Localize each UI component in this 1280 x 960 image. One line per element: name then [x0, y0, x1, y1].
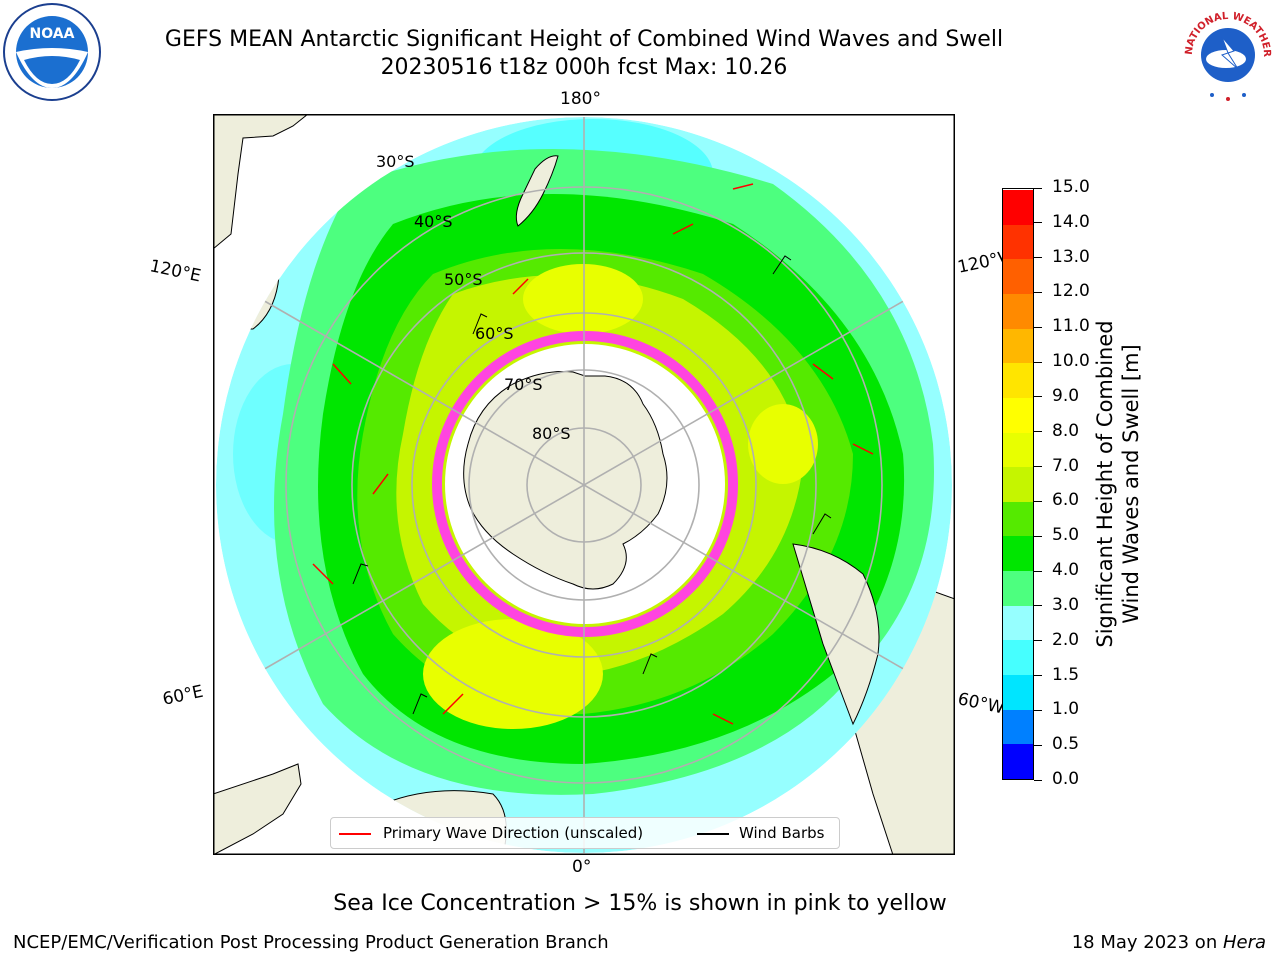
- colorbar-tick-mark: [1034, 257, 1042, 259]
- lat-label-80s: 80°S: [532, 424, 571, 443]
- lat-label-60s: 60°S: [475, 324, 514, 343]
- colorbar-tick-mark: [1034, 709, 1042, 711]
- colorbar-tick-mark: [1034, 222, 1042, 224]
- colorbar-tick-label: 9.0: [1052, 385, 1080, 406]
- noaa-logo-icon: NOAA: [3, 3, 101, 101]
- colorbar-segment: [1003, 501, 1033, 537]
- colorbar-tick-label: 6.0: [1052, 490, 1080, 511]
- colorbar-tick-label: 15.0: [1052, 177, 1090, 197]
- colorbar-tick-label: 7.0: [1052, 455, 1080, 476]
- colorbar-tick-mark: [1034, 640, 1042, 642]
- colorbar-tick-label: 2.0: [1052, 629, 1080, 650]
- colorbar: [1002, 188, 1034, 780]
- colorbar-tick-label: 1.5: [1052, 664, 1080, 685]
- colorbar-segment: [1003, 709, 1033, 745]
- lat-label-30s: 30°S: [376, 152, 415, 171]
- colorbar-tick-mark: [1034, 187, 1042, 189]
- footer-date: 18 May 2023 on Hera: [1071, 932, 1266, 953]
- noaa-logo-text: NOAA: [30, 26, 75, 42]
- polar-map: [213, 114, 955, 855]
- footer-credit: NCEP/EMC/Verification Post Processing Pr…: [13, 932, 609, 953]
- colorbar-tick-mark: [1034, 605, 1042, 607]
- colorbar-tick-mark: [1034, 291, 1042, 293]
- colorbar-segment: [1003, 744, 1033, 779]
- colorbar-tick-label: 0.0: [1052, 769, 1080, 789]
- colorbar-segment: [1003, 293, 1033, 329]
- colorbar-segment: [1003, 605, 1033, 641]
- colorbar-tick-label: 4.0: [1052, 560, 1080, 581]
- legend-barb-line: [697, 833, 729, 835]
- colorbar-label: Significant Height of Combined Wind Wave…: [1093, 320, 1143, 648]
- colorbar-tick-label: 10.0: [1052, 351, 1090, 372]
- lon-label-60w: 60°W: [955, 689, 1007, 719]
- lon-label-60e: 60°E: [160, 681, 206, 710]
- colorbar-tick-label: 1.0: [1052, 699, 1080, 720]
- lat-label-70s: 70°S: [504, 375, 543, 394]
- colorbar-tick-label: 8.0: [1052, 420, 1080, 441]
- colorbar-segment: [1003, 432, 1033, 468]
- colorbar-segment: [1003, 259, 1033, 294]
- map-subtitle: 20230516 t18z 000h fcst Max: 10.26: [380, 55, 788, 80]
- colorbar-tick-label: 14.0: [1052, 211, 1090, 232]
- colorbar-segment: [1003, 467, 1033, 502]
- colorbar-tick-label: 5.0: [1052, 525, 1080, 546]
- map-title: GEFS MEAN Antarctic Significant Height o…: [164, 27, 1004, 52]
- lat-label-40s: 40°S: [414, 212, 453, 231]
- colorbar-segment: [1003, 536, 1033, 572]
- colorbar-ticks: 0.0 0.5 1.0 1.5 2.0 3.0 4.0 5.0 6.0 7.0 8.0 9.0 10.0…: [1034, 179, 1094, 788]
- colorbar-tick-label: 13.0: [1052, 246, 1090, 267]
- colorbar-tick-mark: [1034, 500, 1042, 502]
- colorbar-tick-label: 0.5: [1052, 734, 1080, 755]
- colorbar-segment: [1003, 571, 1033, 606]
- colorbar-segment: [1003, 675, 1033, 710]
- colorbar-tick-mark: [1034, 570, 1042, 572]
- lat-label-50s: 50°S: [444, 270, 483, 289]
- colorbar-tick-mark: [1034, 396, 1042, 398]
- colorbar-tick-mark: [1034, 535, 1042, 537]
- legend-wave-line: [339, 833, 371, 835]
- colorbar-tick-label: 3.0: [1052, 594, 1080, 615]
- lon-label-120e: 120°E: [147, 256, 203, 287]
- lon-label-180: 180°: [560, 89, 601, 109]
- colorbar-tick-mark: [1034, 431, 1042, 433]
- colorbar-tick-label: 11.0: [1052, 316, 1090, 337]
- colorbar-tick-mark: [1034, 361, 1042, 363]
- colorbar-segment: [1003, 328, 1033, 364]
- legend-barb-label: Wind Barbs: [739, 824, 825, 842]
- colorbar-tick-mark: [1034, 779, 1042, 781]
- footer-host: Hera: [1222, 932, 1266, 953]
- colorbar-segment: [1003, 224, 1033, 260]
- legend-wave-label: Primary Wave Direction (unscaled): [383, 824, 644, 842]
- colorbar-tick-mark: [1034, 326, 1042, 328]
- colorbar-segment: [1003, 640, 1033, 676]
- colorbar-tick-label: 12.0: [1052, 281, 1090, 302]
- colorbar-segment: [1003, 397, 1033, 433]
- legend: Primary Wave Direction (unscaled) Wind B…: [330, 817, 840, 849]
- colorbar-segment: [1003, 363, 1033, 398]
- colorbar-tick-mark: [1034, 744, 1042, 746]
- colorbar-tick-mark: [1034, 466, 1042, 468]
- sea-ice-note: Sea Ice Concentration > 15% is shown in …: [333, 891, 947, 916]
- nws-logo-icon: NATIONAL WEATHER SERVICE: [1178, 3, 1276, 101]
- colorbar-tick-mark: [1034, 675, 1042, 677]
- lon-label-0: 0°: [572, 857, 592, 877]
- colorbar-segment: [1003, 190, 1033, 225]
